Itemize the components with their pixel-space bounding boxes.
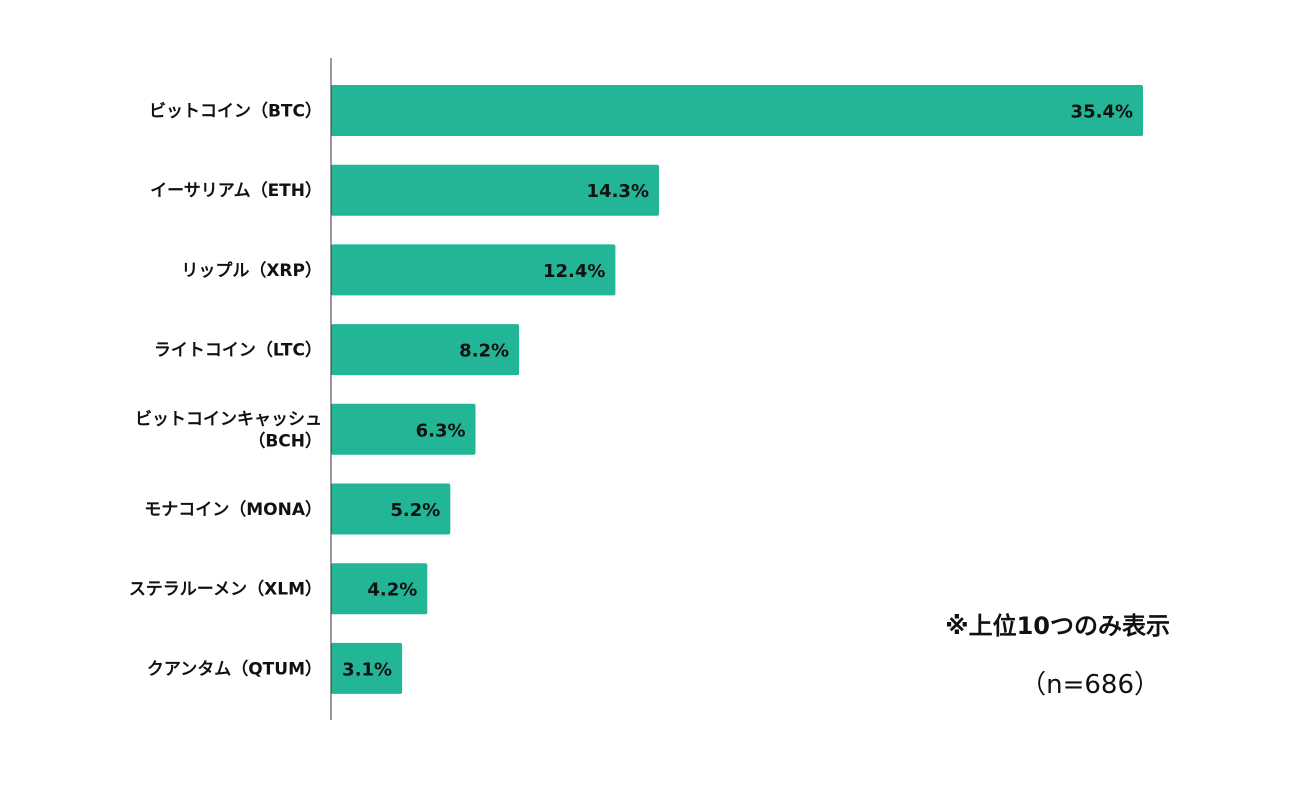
category-label: イーサリアム（ETH） <box>150 180 322 201</box>
bar-value-label: 4.2% <box>367 580 417 601</box>
sample-size-note: （n=686） <box>1020 670 1160 700</box>
bar <box>331 403 476 455</box>
bar <box>331 483 451 535</box>
category-label: ライトコイン（LTC） <box>154 340 322 361</box>
category-labels-group: ビットコイン（BTC） イーサリアム（ETH） リップル（XRP） ライトコイン（LT… <box>129 101 322 680</box>
bar <box>331 642 403 694</box>
value-labels-group: 35.4% 14.3% 12.4% 8.2% 6.3% 5.2% 4.2% 3.1% <box>342 102 1133 681</box>
sample-note: ※上位10つのみ表示 <box>945 612 1170 640</box>
bar <box>331 244 616 296</box>
category-label: クアンタム（QTUM） <box>147 658 322 679</box>
bar <box>331 164 659 216</box>
bar <box>331 324 520 376</box>
bar-value-label: 35.4% <box>1071 102 1133 123</box>
bar-value-label: 3.1% <box>342 659 392 680</box>
bar-value-label: 6.3% <box>416 420 466 441</box>
bar-value-label: 8.2% <box>459 341 509 362</box>
category-label: ビットコイン（BTC） <box>149 101 322 122</box>
category-label: リップル（XRP） <box>181 260 322 281</box>
bars-group <box>331 85 1143 694</box>
bar-value-label: 14.3% <box>587 181 649 202</box>
category-label: ステラルーメン（XLM） <box>129 579 322 600</box>
category-label: （BCH） <box>248 430 322 451</box>
bar <box>331 563 428 615</box>
category-label: モナコイン（MONA） <box>144 499 322 520</box>
bar <box>331 85 1143 136</box>
bar-value-label: 5.2% <box>390 500 440 521</box>
category-label: ビットコインキャッシュ <box>135 409 322 429</box>
bar-value-label: 12.4% <box>543 261 605 282</box>
